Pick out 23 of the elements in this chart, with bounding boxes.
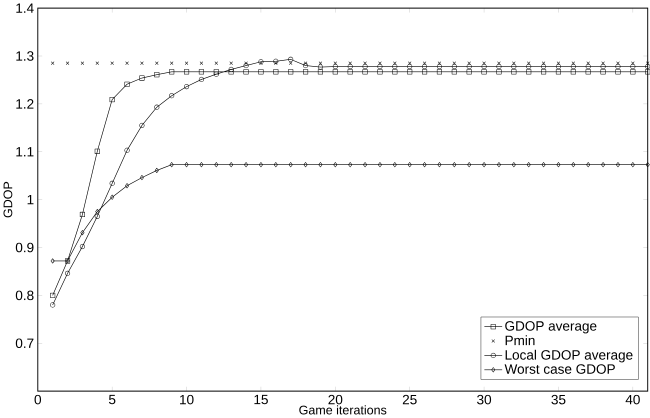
- y-tick-label: 1.3: [16, 51, 34, 61]
- y-tick-label: 1: [28, 195, 34, 204]
- legend-label: Worst case GDOP: [504, 364, 615, 374]
- legend-label: Local GDOP average: [506, 350, 633, 362]
- x-tick-label: 35: [551, 394, 566, 404]
- x-tick-label: 30: [477, 394, 492, 404]
- x-tick-label: 20: [328, 394, 342, 404]
- x-axis-title: Game iterations: [299, 405, 386, 414]
- y-tick-label: 1.1: [16, 147, 34, 156]
- x-tick-label: 5: [108, 394, 116, 404]
- y-tick-label: 1.4: [16, 4, 34, 13]
- legend-label: Pmin: [506, 335, 534, 346]
- y-axis-title: GDOP: [3, 182, 12, 218]
- x-tick-label: 40: [626, 394, 640, 404]
- legend-label: GDOP average: [505, 321, 596, 334]
- y-tick-label: 0.8: [16, 290, 34, 300]
- x-tick-label: 25: [402, 394, 417, 404]
- y-tick-label: 0.7: [16, 338, 34, 348]
- x-tick-label: 10: [180, 394, 194, 404]
- x-tick-label: 15: [254, 394, 268, 404]
- x-tick-label: 0: [34, 394, 42, 404]
- y-tick-label: 1.2: [16, 99, 34, 109]
- y-tick-label: 0.9: [16, 242, 34, 252]
